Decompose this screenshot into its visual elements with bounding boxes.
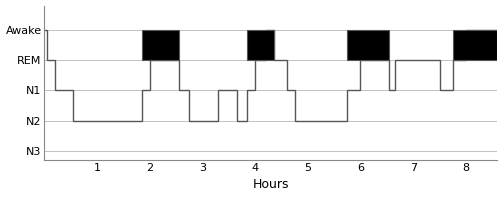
X-axis label: Hours: Hours xyxy=(253,178,289,191)
Bar xyxy=(453,30,497,60)
Bar xyxy=(247,30,274,60)
Bar xyxy=(142,30,179,60)
Bar xyxy=(348,30,389,60)
